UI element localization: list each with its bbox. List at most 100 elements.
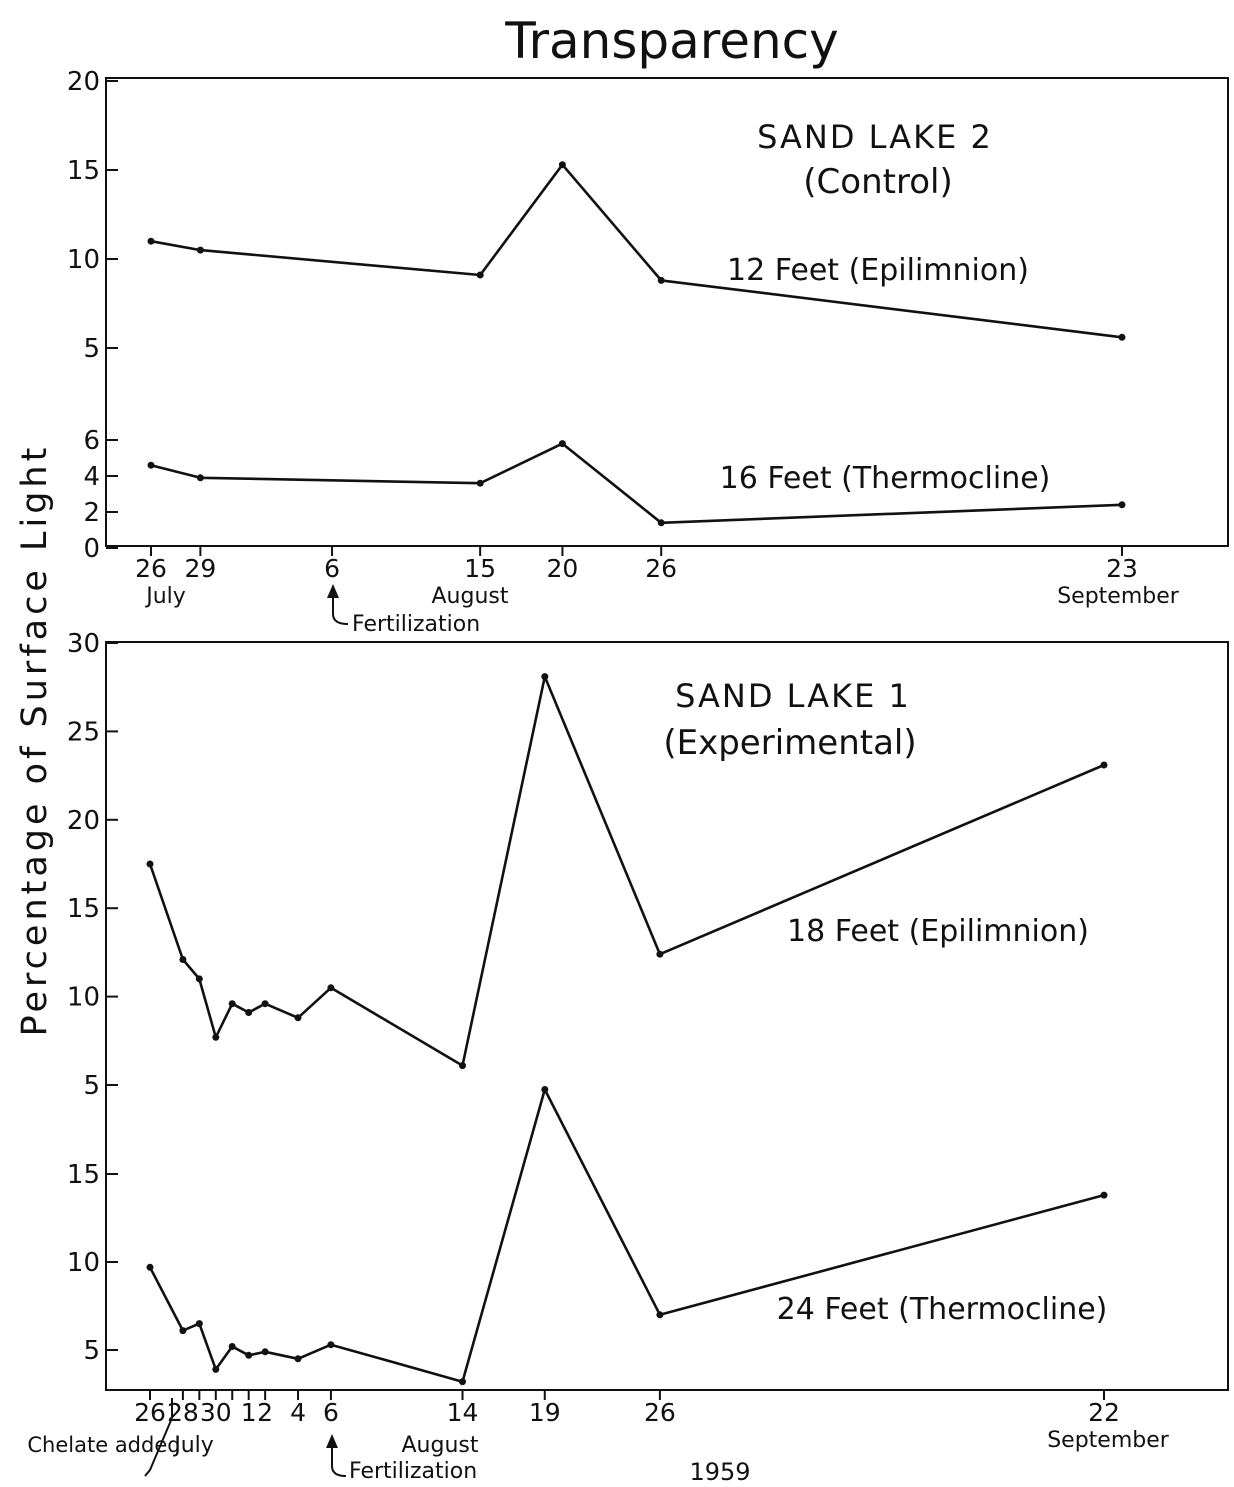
y-tick-label: 5 [83, 1336, 100, 1366]
data-point [541, 1086, 549, 1093]
x-tick-label: 26 [135, 554, 167, 583]
y-tick-label: 15 [67, 1160, 100, 1190]
series-line-1 [150, 163, 1123, 339]
panel-1-x-ticks: 26 29 6 15 20 26 23 [135, 546, 1138, 583]
y-tick-label: 30 [67, 629, 100, 659]
series-label-16-feet: 16 Feet (Thermocline) [720, 461, 1051, 496]
series-label-18-feet: 18 Feet (Epilimnion) [787, 914, 1089, 949]
data-point [1118, 501, 1126, 509]
data-point [656, 950, 664, 958]
x-tick-label: 29 [184, 554, 216, 583]
data-point [1100, 1191, 1108, 1199]
x-tick-label: 26 [134, 1398, 166, 1427]
x-tick-label: 1 [241, 1398, 257, 1427]
x-tick-label: 23 [1106, 554, 1138, 583]
panel-1-title: SAND LAKE 2 [757, 118, 993, 156]
y-tick-label: 20 [67, 806, 100, 836]
data-point [228, 1000, 236, 1008]
data-point [261, 1348, 269, 1356]
series-label-24-feet: 24 Feet (Thermocline) [777, 1292, 1108, 1327]
x-tick-label: 6 [324, 554, 340, 583]
panel-2-y-ticks: 5 10 15 20 25 30 5 10 15 [67, 629, 118, 1366]
panel-1-month-august: August [432, 584, 509, 609]
data-point [261, 1000, 269, 1008]
data-point [294, 1014, 302, 1022]
data-point [179, 1327, 187, 1335]
panel-1-fertilization-arrow [332, 590, 349, 625]
x-tick-label: 19 [529, 1398, 561, 1427]
data-point [656, 1311, 664, 1319]
x-tick-label: 26 [645, 554, 677, 583]
data-point [147, 237, 155, 245]
data-point [245, 1009, 253, 1016]
data-point [327, 984, 335, 992]
data-point [195, 1320, 203, 1328]
y-axis-label: Percentage of Surface Light [15, 444, 55, 1037]
panel-2-fertilization-arrow [331, 1440, 347, 1477]
data-point [147, 461, 155, 469]
panel-1-series [147, 161, 1126, 527]
x-tick-label: 15 [464, 554, 496, 583]
data-point [196, 246, 204, 254]
footer-year: 1959 [689, 1458, 750, 1486]
data-point [196, 474, 204, 482]
panel-1-subtitle: (Control) [803, 162, 952, 202]
x-tick-label: 2 [257, 1398, 273, 1427]
panel-2-fertilization-arrowhead [326, 1434, 338, 1448]
panel-1-month-july: July [144, 584, 186, 609]
data-point [228, 1343, 236, 1350]
data-point [245, 1351, 253, 1359]
data-point [327, 1341, 335, 1349]
y-tick-label: 6 [83, 426, 100, 456]
figure-title: Transparency [504, 12, 839, 70]
y-tick-label: 15 [67, 156, 100, 186]
panel-1-fertilization-arrowhead [327, 584, 339, 598]
x-tick-label: 20 [547, 554, 579, 583]
panel-2-month-july: July [172, 1433, 214, 1458]
data-point [657, 276, 665, 284]
panel-2-x-ticks: 26 28 30 1 2 4 6 14 19 26 22 [134, 1390, 1120, 1427]
panel-1-month-september: September [1057, 584, 1180, 609]
x-tick-label: 26 [644, 1398, 676, 1427]
panel-sand-lake-2: SAND LAKE 2 (Control) 12 Feet (Epilimnio… [67, 67, 1229, 637]
x-tick-label: 30 [200, 1398, 232, 1427]
data-point [179, 956, 187, 963]
data-point [1118, 333, 1126, 341]
y-tick-label: 4 [83, 462, 100, 492]
data-point [212, 1365, 220, 1373]
series-line-2 [150, 442, 1123, 525]
panel-2-fertilization-label: Fertilization [349, 1459, 477, 1484]
data-point [294, 1355, 302, 1363]
data-point [558, 440, 566, 448]
series-line-1 [148, 675, 1105, 1067]
data-point [146, 860, 154, 868]
y-tick-label: 5 [83, 334, 100, 364]
x-tick-label: 4 [290, 1398, 306, 1427]
x-tick-label: 6 [323, 1398, 339, 1427]
y-tick-label: 10 [67, 983, 100, 1013]
y-tick-label: 20 [67, 67, 100, 97]
data-point [1100, 761, 1108, 769]
data-point [146, 1263, 154, 1271]
panel-1-fertilization-label: Fertilization [352, 612, 480, 637]
data-point [459, 1378, 466, 1386]
panel-2-chelate-marker [144, 1398, 173, 1477]
series-line-2 [148, 1088, 1105, 1383]
panel-2-frame [105, 641, 1229, 1391]
data-point [657, 519, 665, 527]
y-tick-label: 10 [67, 1248, 100, 1278]
y-tick-label: 15 [67, 894, 100, 924]
panel-2-subtitle: (Experimental) [663, 723, 916, 763]
panel-1-y-ticks: 5 10 15 20 0 2 4 6 [67, 67, 118, 564]
panel-1-frame [105, 77, 1229, 547]
y-tick-label: 2 [83, 498, 100, 528]
series-label-12-feet: 12 Feet (Epilimnion) [727, 253, 1029, 288]
data-point [212, 1033, 220, 1041]
panel-2-month-september: September [1047, 1428, 1170, 1453]
y-tick-label: 0 [83, 534, 100, 564]
data-point [541, 673, 549, 681]
x-tick-label: 22 [1088, 1398, 1120, 1427]
data-point [476, 479, 484, 487]
panel-2-series [146, 673, 1108, 1386]
